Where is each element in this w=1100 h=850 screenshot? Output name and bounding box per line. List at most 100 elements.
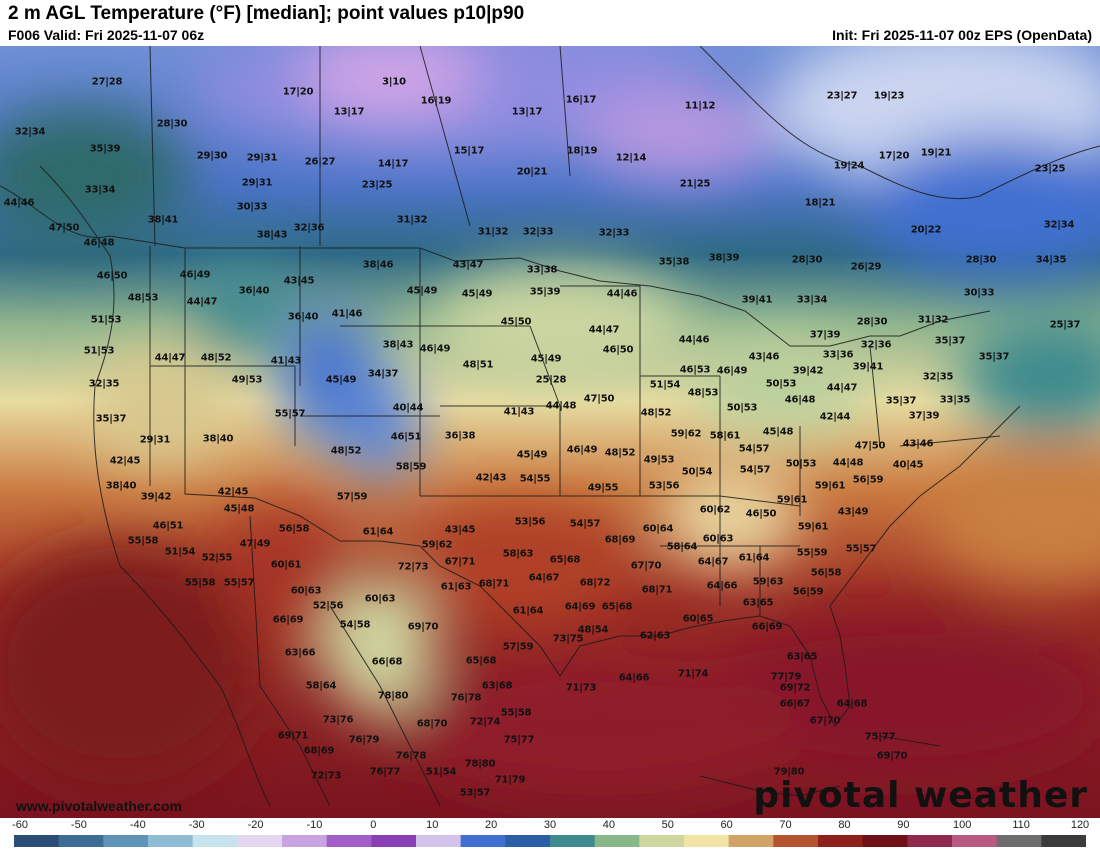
point-value-label: 66|68 (371, 656, 403, 668)
point-value-label: 41|43 (270, 355, 302, 367)
colorbar-swatch (996, 835, 1042, 847)
point-value-label: 56|58 (810, 567, 842, 579)
point-value-label: 37|39 (908, 410, 940, 422)
colorbar-tick-label: 20 (484, 819, 498, 831)
point-value-label: 62|63 (639, 630, 671, 642)
point-value-label: 16|17 (565, 94, 597, 106)
point-value-label: 48|54 (577, 624, 609, 636)
point-value-label: 68|69 (303, 745, 335, 757)
colorbar-swatch (371, 835, 417, 847)
point-value-label: 61|64 (738, 552, 770, 564)
colorbar-swatch (862, 835, 908, 847)
point-value-label: 21|25 (679, 178, 711, 190)
point-value-label: 44|47 (186, 296, 218, 308)
point-value-label: 37|39 (809, 329, 841, 341)
point-value-label: 64|67 (528, 572, 560, 584)
point-value-label: 60|63 (290, 585, 322, 597)
point-value-label: 65|68 (549, 554, 581, 566)
point-value-label: 60|65 (682, 613, 714, 625)
point-value-label: 32|35 (88, 378, 120, 390)
colorbar-tick-label: 80 (838, 819, 851, 831)
point-value-label: 38|40 (202, 433, 234, 445)
point-value-label: 33|34 (796, 294, 828, 306)
colorbar-tick-label: 40 (602, 819, 615, 831)
point-value-label: 54|55 (519, 473, 551, 485)
point-value-label: 39|41 (741, 294, 773, 306)
point-value-label: 54|57 (738, 443, 770, 455)
point-value-label: 45|49 (325, 374, 357, 386)
point-value-label: 44|47 (154, 352, 186, 364)
point-value-label: 17|20 (878, 150, 910, 162)
point-value-label: 54|57 (569, 518, 601, 530)
point-value-label: 44|46 (678, 334, 710, 346)
colorbar-tick-label: -60 (12, 819, 28, 831)
point-value-label: 29|31 (139, 434, 171, 446)
colorbar-swatch (282, 835, 328, 847)
point-value-label: 71|74 (677, 668, 709, 680)
point-value-label: 30|33 (963, 287, 995, 299)
point-value-label: 58|64 (666, 541, 698, 553)
point-value-label: 29|30 (196, 150, 228, 162)
point-value-label: 35|37 (885, 395, 917, 407)
point-value-label: 69|70 (876, 750, 908, 762)
point-value-label: 51|53 (90, 314, 122, 326)
map-canvas (0, 46, 1100, 818)
point-value-label: 51|53 (83, 345, 115, 357)
point-value-label: 20|21 (516, 166, 548, 178)
colorbar-tick-label: 120 (1070, 819, 1090, 831)
point-value-label: 68|69 (604, 534, 636, 546)
point-value-label: 49|53 (231, 374, 263, 386)
point-value-label: 54|57 (739, 464, 771, 476)
point-value-label: 46|49 (566, 444, 598, 456)
point-value-label: 44|48 (832, 457, 864, 469)
map-title: 2 m AGL Temperature (°F) [median]; point… (8, 3, 525, 24)
point-value-label: 46|48 (784, 394, 816, 406)
valid-time: F006 Valid: Fri 2025-11-07 06z (8, 27, 205, 43)
point-value-label: 46|50 (745, 508, 777, 520)
colorbar-swatch (416, 835, 462, 847)
point-value-label: 50|54 (681, 466, 713, 478)
point-value-label: 45|49 (461, 288, 493, 300)
point-value-label: 59|62 (670, 428, 702, 440)
temperature-map[interactable]: 27|28 17|20 3|10 16|19 13|17 16|17 11|12 23|27 1… (0, 46, 1100, 818)
point-value-label: 45|48 (223, 503, 255, 515)
point-value-label: 44|47 (588, 324, 620, 336)
point-value-label: 48|53 (687, 387, 719, 399)
point-value-label: 43|46 (902, 438, 934, 450)
point-value-label: 23|25 (361, 179, 393, 191)
point-value-label: 51|54 (649, 379, 681, 391)
point-value-label: 71|79 (494, 774, 526, 786)
point-value-label: 49|53 (643, 454, 675, 466)
point-value-label: 53|57 (459, 787, 491, 799)
point-value-label: 43|45 (283, 275, 315, 287)
point-value-label: 41|43 (503, 406, 535, 418)
point-value-label: 40|45 (892, 459, 924, 471)
point-value-label: 47|50 (583, 393, 615, 405)
point-value-label: 35|38 (658, 256, 690, 268)
point-value-label: 31|32 (396, 214, 428, 226)
point-value-label: 72|73 (310, 770, 342, 782)
point-value-label: 29|31 (241, 177, 273, 189)
init-time: Init: Fri 2025-11-07 00z EPS (OpenData) (832, 27, 1092, 43)
point-value-label: 28|30 (156, 118, 188, 130)
colorbar-swatch (103, 835, 149, 847)
point-value-label: 64|66 (618, 672, 650, 684)
point-value-label: 36|40 (287, 311, 319, 323)
point-value-label: 47|50 (48, 222, 80, 234)
point-value-label: 59|61 (797, 521, 829, 533)
point-value-label: 16|19 (420, 95, 452, 107)
point-value-label: 35|37 (978, 351, 1010, 363)
point-value-label: 63|66 (284, 647, 316, 659)
point-value-label: 50|53 (726, 402, 758, 414)
colorbar-swatch (639, 835, 685, 847)
point-value-label: 34|35 (1035, 254, 1067, 266)
point-value-label: 35|39 (529, 286, 561, 298)
colorbar-tick-label: -20 (247, 819, 264, 831)
point-value-label: 46|51 (152, 520, 184, 532)
point-value-label: 32|34 (1043, 219, 1075, 231)
borders (0, 46, 1100, 807)
point-value-label: 68|71 (641, 584, 673, 596)
point-value-label: 69|70 (407, 621, 439, 633)
point-value-label: 56|58 (278, 523, 310, 535)
point-value-label: 31|32 (477, 226, 509, 238)
